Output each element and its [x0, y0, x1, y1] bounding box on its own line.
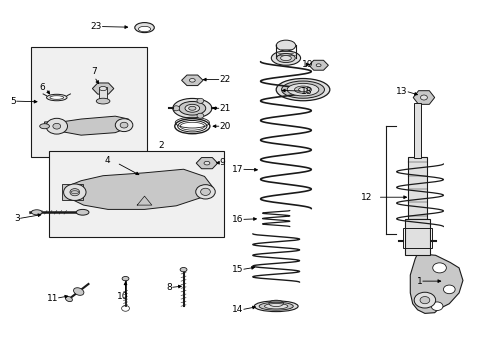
Bar	[402, 228, 431, 248]
Text: 20: 20	[219, 122, 230, 131]
Circle shape	[419, 297, 429, 304]
Ellipse shape	[280, 55, 291, 60]
Ellipse shape	[188, 106, 196, 110]
Text: 17: 17	[231, 165, 243, 174]
Ellipse shape	[254, 301, 298, 312]
Text: 3: 3	[15, 214, 20, 223]
Circle shape	[200, 188, 210, 195]
Bar	[413, 103, 420, 158]
Text: 11: 11	[47, 294, 58, 303]
Ellipse shape	[271, 51, 300, 65]
Text: 5: 5	[11, 96, 16, 105]
Bar	[31, 47, 147, 157]
Circle shape	[430, 302, 442, 311]
Circle shape	[46, 118, 67, 134]
Circle shape	[115, 119, 133, 132]
Text: 19: 19	[302, 60, 313, 69]
Circle shape	[197, 113, 203, 118]
Ellipse shape	[73, 288, 84, 295]
Ellipse shape	[71, 191, 79, 194]
Text: 13: 13	[396, 86, 407, 95]
Ellipse shape	[76, 210, 89, 215]
Ellipse shape	[122, 276, 129, 281]
Text: 8: 8	[166, 283, 172, 292]
Text: 22: 22	[219, 75, 230, 84]
Text: 2: 2	[159, 141, 164, 150]
Circle shape	[197, 98, 203, 103]
Bar	[49, 151, 224, 237]
Text: 23: 23	[91, 22, 102, 31]
Bar	[405, 219, 429, 255]
Ellipse shape	[180, 267, 186, 272]
Circle shape	[70, 189, 80, 196]
Text: 15: 15	[231, 265, 243, 274]
Text: 16: 16	[231, 215, 243, 224]
Ellipse shape	[135, 23, 154, 33]
Ellipse shape	[420, 95, 427, 100]
Ellipse shape	[264, 303, 287, 309]
Ellipse shape	[46, 94, 67, 101]
Ellipse shape	[96, 98, 110, 104]
Ellipse shape	[40, 124, 49, 129]
Text: 7: 7	[91, 67, 97, 76]
Ellipse shape	[138, 26, 150, 32]
Ellipse shape	[50, 96, 63, 99]
Circle shape	[443, 285, 454, 294]
Polygon shape	[65, 169, 212, 210]
Text: 18: 18	[300, 86, 311, 95]
Ellipse shape	[298, 87, 307, 92]
Ellipse shape	[172, 98, 211, 118]
Text: 10: 10	[117, 292, 128, 301]
Text: 9: 9	[219, 158, 224, 167]
Text: 21: 21	[219, 104, 230, 113]
Ellipse shape	[276, 54, 295, 63]
Ellipse shape	[189, 78, 195, 82]
Circle shape	[53, 123, 61, 129]
Circle shape	[195, 185, 215, 199]
Polygon shape	[44, 116, 131, 135]
Bar	[407, 157, 427, 220]
Ellipse shape	[184, 104, 199, 112]
Ellipse shape	[203, 161, 209, 165]
Ellipse shape	[99, 86, 106, 91]
Ellipse shape	[316, 64, 321, 67]
Bar	[99, 87, 107, 101]
Ellipse shape	[31, 210, 42, 215]
Ellipse shape	[276, 40, 295, 51]
Circle shape	[413, 292, 435, 308]
Text: 12: 12	[360, 193, 371, 202]
Circle shape	[432, 263, 446, 273]
Polygon shape	[196, 158, 217, 169]
Ellipse shape	[179, 102, 205, 115]
Polygon shape	[409, 253, 462, 314]
Polygon shape	[61, 184, 82, 200]
Ellipse shape	[259, 302, 293, 310]
Ellipse shape	[65, 297, 72, 302]
Polygon shape	[92, 83, 114, 94]
Polygon shape	[412, 91, 434, 104]
Text: 6: 6	[40, 83, 45, 92]
Polygon shape	[181, 75, 203, 86]
Text: 4: 4	[104, 157, 110, 166]
Ellipse shape	[294, 86, 311, 93]
Text: 1: 1	[416, 276, 422, 285]
Ellipse shape	[281, 81, 324, 98]
Ellipse shape	[276, 78, 329, 101]
Ellipse shape	[286, 84, 318, 96]
Circle shape	[63, 184, 86, 201]
Text: 14: 14	[232, 305, 243, 314]
Polygon shape	[308, 60, 328, 70]
Circle shape	[120, 122, 128, 128]
Circle shape	[172, 106, 179, 111]
